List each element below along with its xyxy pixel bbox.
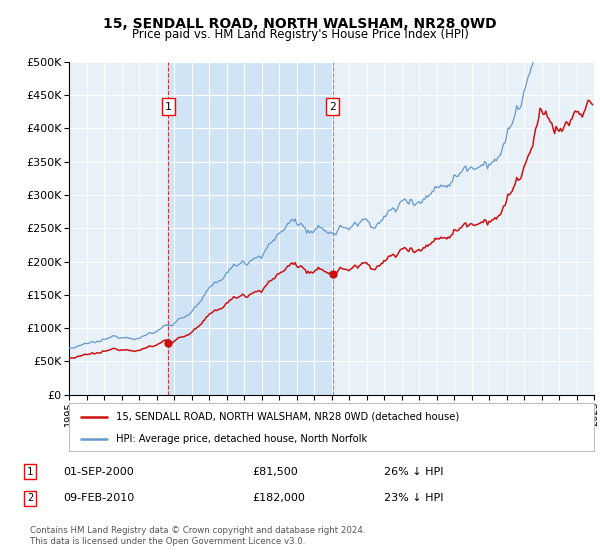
Text: £182,000: £182,000 bbox=[252, 493, 305, 503]
Text: 23% ↓ HPI: 23% ↓ HPI bbox=[384, 493, 443, 503]
Text: HPI: Average price, detached house, North Norfolk: HPI: Average price, detached house, Nort… bbox=[116, 434, 367, 444]
Text: £81,500: £81,500 bbox=[252, 466, 298, 477]
Text: 15, SENDALL ROAD, NORTH WALSHAM, NR28 0WD (detached house): 15, SENDALL ROAD, NORTH WALSHAM, NR28 0W… bbox=[116, 412, 460, 422]
Text: 15, SENDALL ROAD, NORTH WALSHAM, NR28 0WD: 15, SENDALL ROAD, NORTH WALSHAM, NR28 0W… bbox=[103, 17, 497, 31]
Bar bbox=[168, 62, 333, 395]
Text: Price paid vs. HM Land Registry's House Price Index (HPI): Price paid vs. HM Land Registry's House … bbox=[131, 28, 469, 41]
Text: 09-FEB-2010: 09-FEB-2010 bbox=[63, 493, 134, 503]
Text: 01-SEP-2000: 01-SEP-2000 bbox=[63, 466, 134, 477]
Text: 1: 1 bbox=[27, 466, 33, 477]
Text: Contains HM Land Registry data © Crown copyright and database right 2024.
This d: Contains HM Land Registry data © Crown c… bbox=[30, 526, 365, 546]
Text: 1: 1 bbox=[165, 101, 172, 111]
Text: 2: 2 bbox=[329, 101, 337, 111]
Text: 2: 2 bbox=[27, 493, 33, 503]
Text: 26% ↓ HPI: 26% ↓ HPI bbox=[384, 466, 443, 477]
